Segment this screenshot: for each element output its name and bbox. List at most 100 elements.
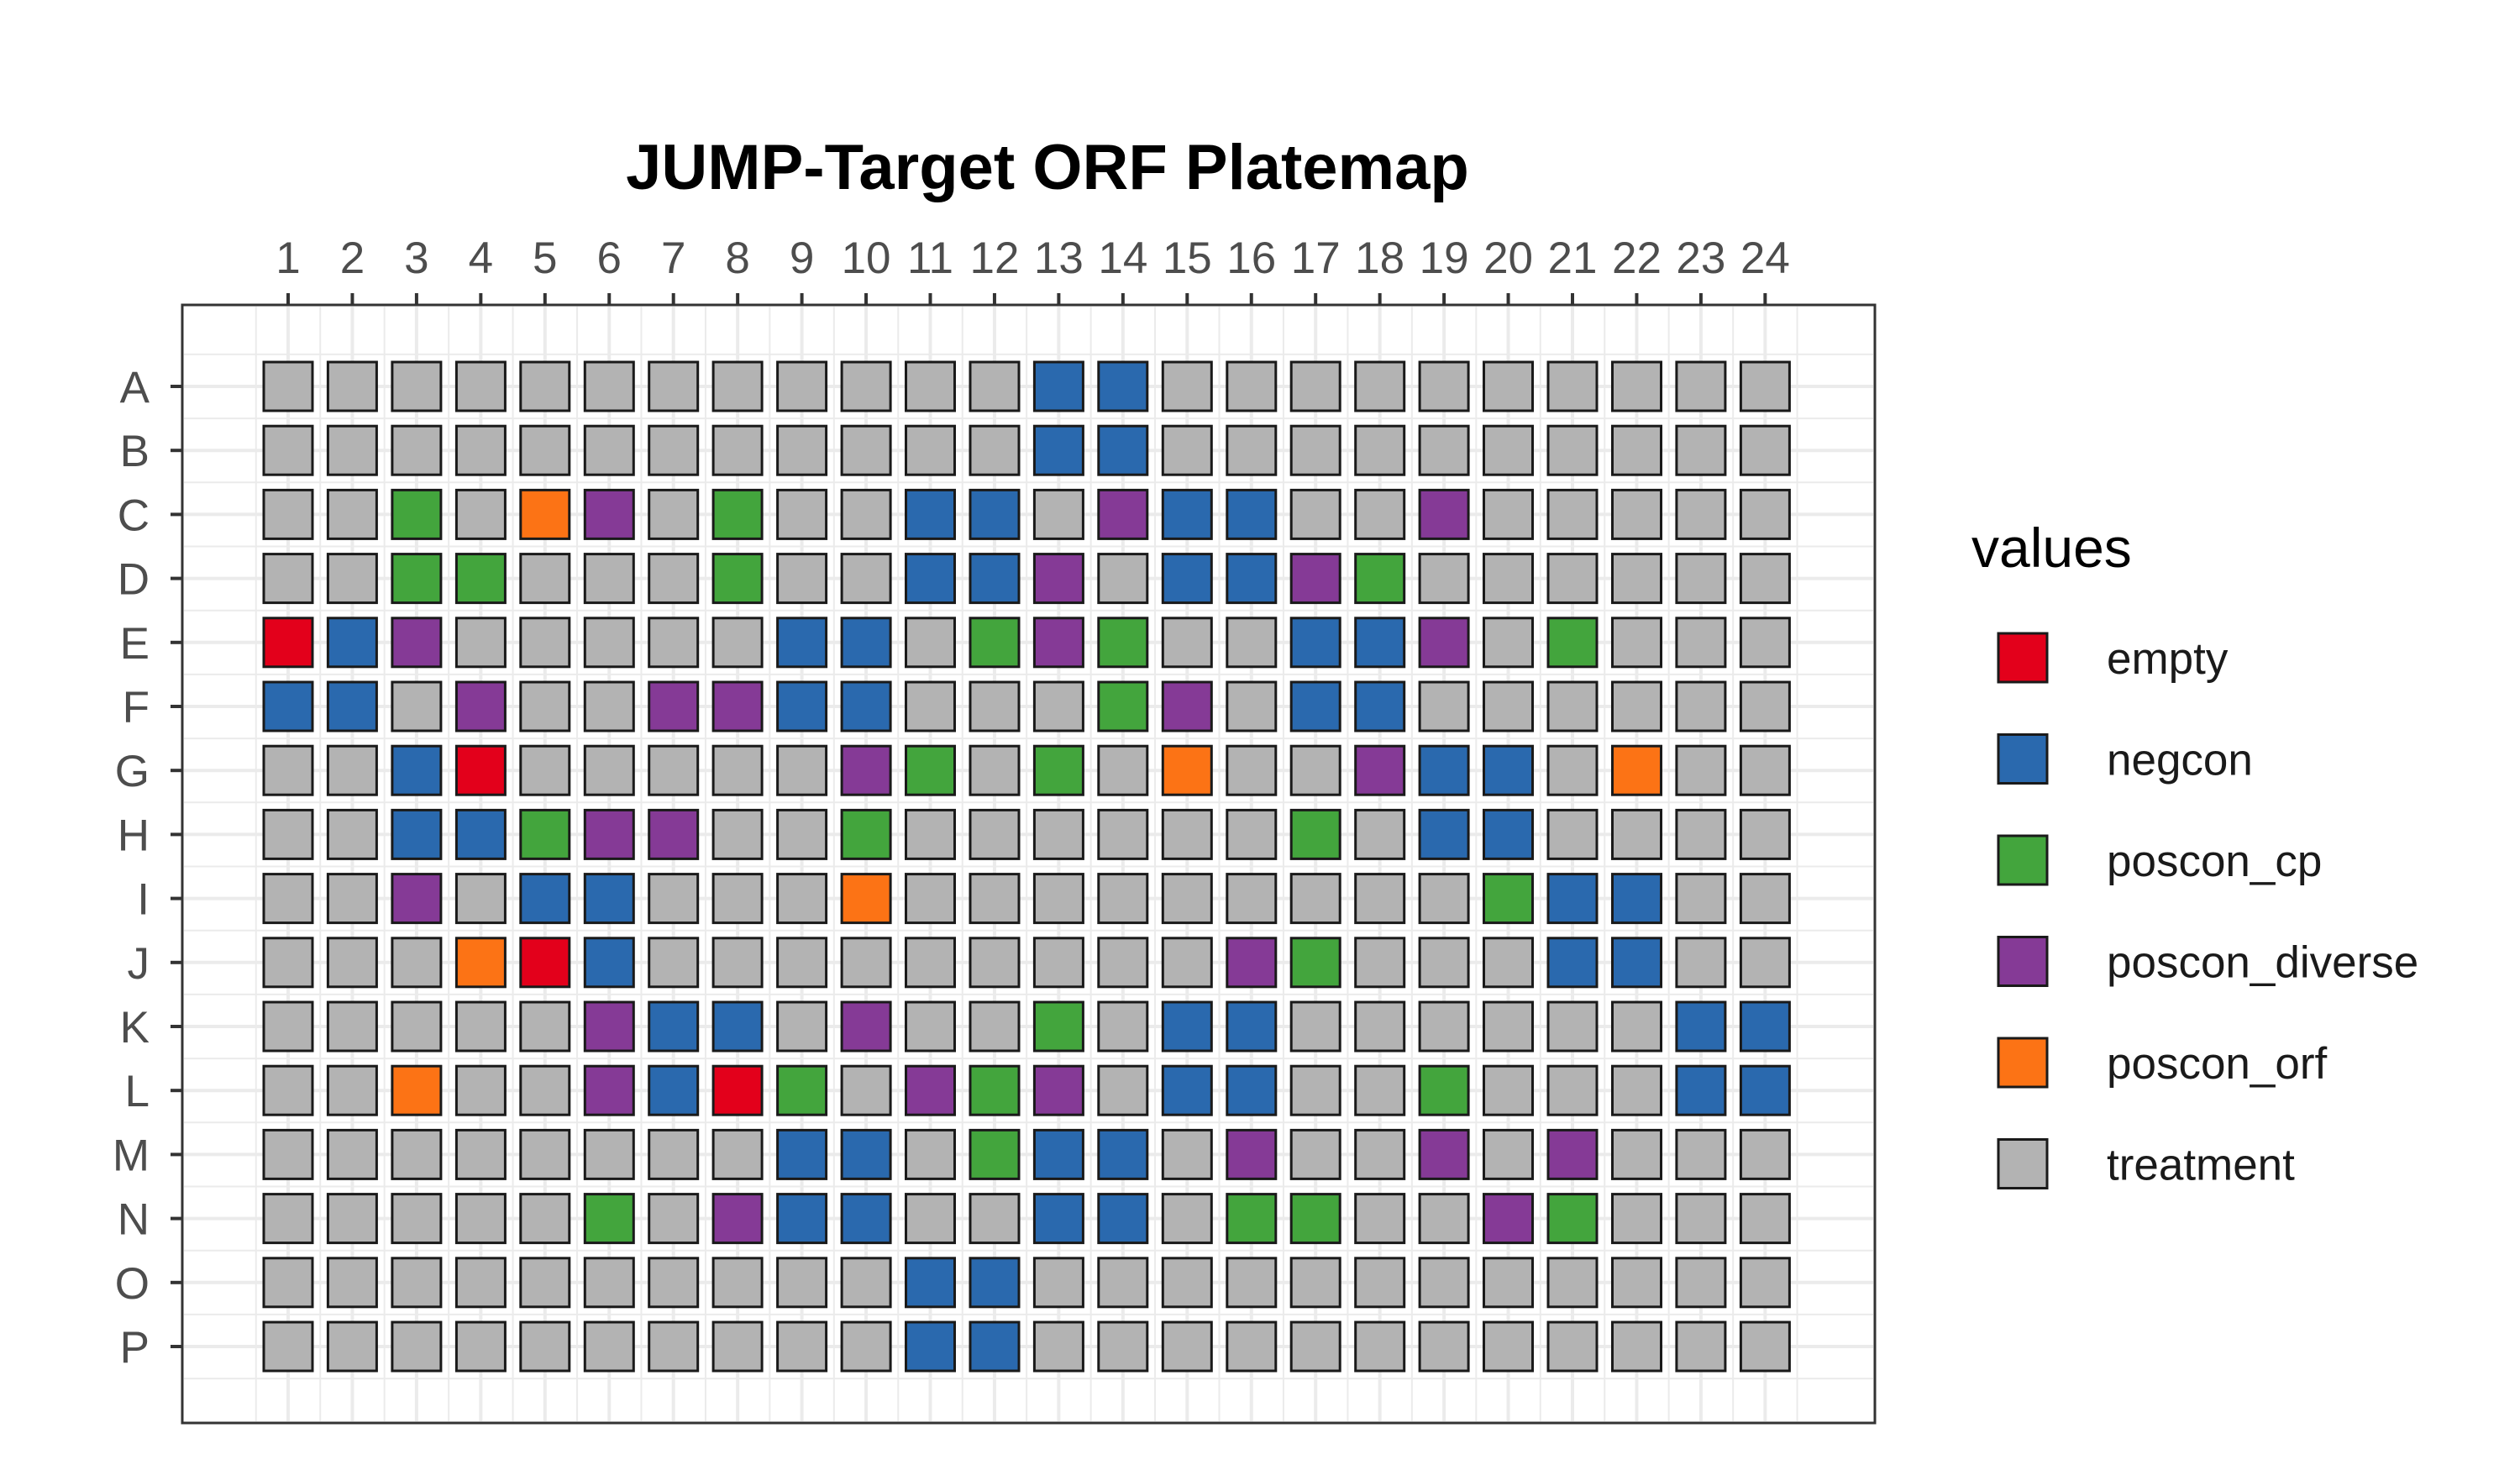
well-E24 bbox=[1739, 617, 1791, 669]
well-N8 bbox=[711, 1193, 764, 1245]
well-F8 bbox=[711, 680, 764, 732]
y-tick-label: E bbox=[120, 619, 150, 669]
well-J16 bbox=[1226, 937, 1278, 989]
well-N7 bbox=[648, 1193, 700, 1245]
well-K19 bbox=[1418, 1000, 1470, 1053]
well-C23 bbox=[1675, 488, 1727, 540]
well-D21 bbox=[1546, 553, 1599, 605]
well-J1 bbox=[262, 937, 314, 989]
well-P9 bbox=[776, 1320, 828, 1373]
well-P1 bbox=[262, 1320, 314, 1373]
well-M11 bbox=[905, 1128, 956, 1180]
well-O22 bbox=[1611, 1257, 1662, 1309]
well-G9 bbox=[776, 744, 828, 796]
well-E1 bbox=[262, 617, 314, 669]
well-H1 bbox=[262, 808, 314, 860]
well-A1 bbox=[262, 360, 314, 412]
well-M23 bbox=[1675, 1128, 1727, 1180]
well-B2 bbox=[326, 424, 378, 476]
well-A13 bbox=[1032, 360, 1084, 412]
x-tick-label: 7 bbox=[661, 234, 685, 283]
well-C18 bbox=[1354, 488, 1406, 540]
well-B20 bbox=[1483, 424, 1534, 476]
y-tick-label: M bbox=[113, 1131, 150, 1180]
x-tick-label: 13 bbox=[1034, 234, 1084, 283]
well-O11 bbox=[905, 1257, 956, 1309]
well-B15 bbox=[1161, 424, 1213, 476]
y-tick-label: F bbox=[123, 683, 150, 732]
well-K12 bbox=[969, 1000, 1021, 1053]
well-C1 bbox=[262, 488, 314, 540]
well-F16 bbox=[1226, 680, 1278, 732]
well-B19 bbox=[1418, 424, 1470, 476]
well-C10 bbox=[840, 488, 892, 540]
well-H4 bbox=[454, 808, 507, 860]
well-N23 bbox=[1675, 1193, 1727, 1245]
well-O1 bbox=[262, 1257, 314, 1309]
well-J19 bbox=[1418, 937, 1470, 989]
well-N15 bbox=[1161, 1193, 1213, 1245]
well-K15 bbox=[1161, 1000, 1213, 1053]
well-J8 bbox=[711, 937, 764, 989]
x-tick-label: 12 bbox=[969, 234, 1019, 283]
well-G12 bbox=[969, 744, 1021, 796]
well-K7 bbox=[648, 1000, 700, 1053]
well-H16 bbox=[1226, 808, 1278, 860]
x-tick-label: 9 bbox=[790, 234, 814, 283]
well-M1 bbox=[262, 1128, 314, 1180]
well-C17 bbox=[1289, 488, 1341, 540]
well-J10 bbox=[840, 937, 892, 989]
x-tick-label: 19 bbox=[1420, 234, 1469, 283]
well-L24 bbox=[1739, 1064, 1791, 1116]
well-L11 bbox=[905, 1064, 956, 1116]
well-N4 bbox=[454, 1193, 507, 1245]
well-K14 bbox=[1097, 1000, 1149, 1053]
y-tick-label: B bbox=[120, 427, 150, 476]
well-E14 bbox=[1097, 617, 1149, 669]
well-H18 bbox=[1354, 808, 1406, 860]
well-N17 bbox=[1289, 1193, 1341, 1245]
well-B13 bbox=[1032, 424, 1084, 476]
x-tick-label: 21 bbox=[1548, 234, 1598, 283]
well-E13 bbox=[1032, 617, 1084, 669]
well-F20 bbox=[1483, 680, 1534, 732]
x-tick-label: 5 bbox=[533, 234, 557, 283]
well-B16 bbox=[1226, 424, 1278, 476]
well-F10 bbox=[840, 680, 892, 732]
well-N20 bbox=[1483, 1193, 1534, 1245]
well-M13 bbox=[1032, 1128, 1084, 1180]
well-C11 bbox=[905, 488, 956, 540]
legend-label-poscon_diverse: poscon_diverse bbox=[2107, 938, 2418, 988]
legend-key-poscon_cp bbox=[1997, 834, 2049, 886]
x-tick-label: 10 bbox=[842, 234, 891, 283]
well-M5 bbox=[519, 1128, 571, 1180]
well-M12 bbox=[969, 1128, 1021, 1180]
well-O4 bbox=[454, 1257, 507, 1309]
well-J23 bbox=[1675, 937, 1727, 989]
well-A19 bbox=[1418, 360, 1470, 412]
well-J12 bbox=[969, 937, 1021, 989]
well-F12 bbox=[969, 680, 1021, 732]
well-I21 bbox=[1546, 873, 1599, 925]
well-N11 bbox=[905, 1193, 956, 1245]
well-H6 bbox=[583, 808, 635, 860]
well-H23 bbox=[1675, 808, 1727, 860]
well-E7 bbox=[648, 617, 700, 669]
well-N14 bbox=[1097, 1193, 1149, 1245]
well-L12 bbox=[969, 1064, 1021, 1116]
well-K1 bbox=[262, 1000, 314, 1053]
well-J14 bbox=[1097, 937, 1149, 989]
well-E4 bbox=[454, 617, 507, 669]
y-tick-label: D bbox=[118, 555, 150, 605]
well-J24 bbox=[1739, 937, 1791, 989]
well-K5 bbox=[519, 1000, 571, 1053]
well-O19 bbox=[1418, 1257, 1470, 1309]
well-C7 bbox=[648, 488, 700, 540]
well-B1 bbox=[262, 424, 314, 476]
well-A6 bbox=[583, 360, 635, 412]
well-J18 bbox=[1354, 937, 1406, 989]
legend-key-poscon_orf bbox=[1997, 1037, 2049, 1089]
well-H3 bbox=[391, 808, 443, 860]
y-tick-label: N bbox=[118, 1195, 150, 1245]
well-I1 bbox=[262, 873, 314, 925]
